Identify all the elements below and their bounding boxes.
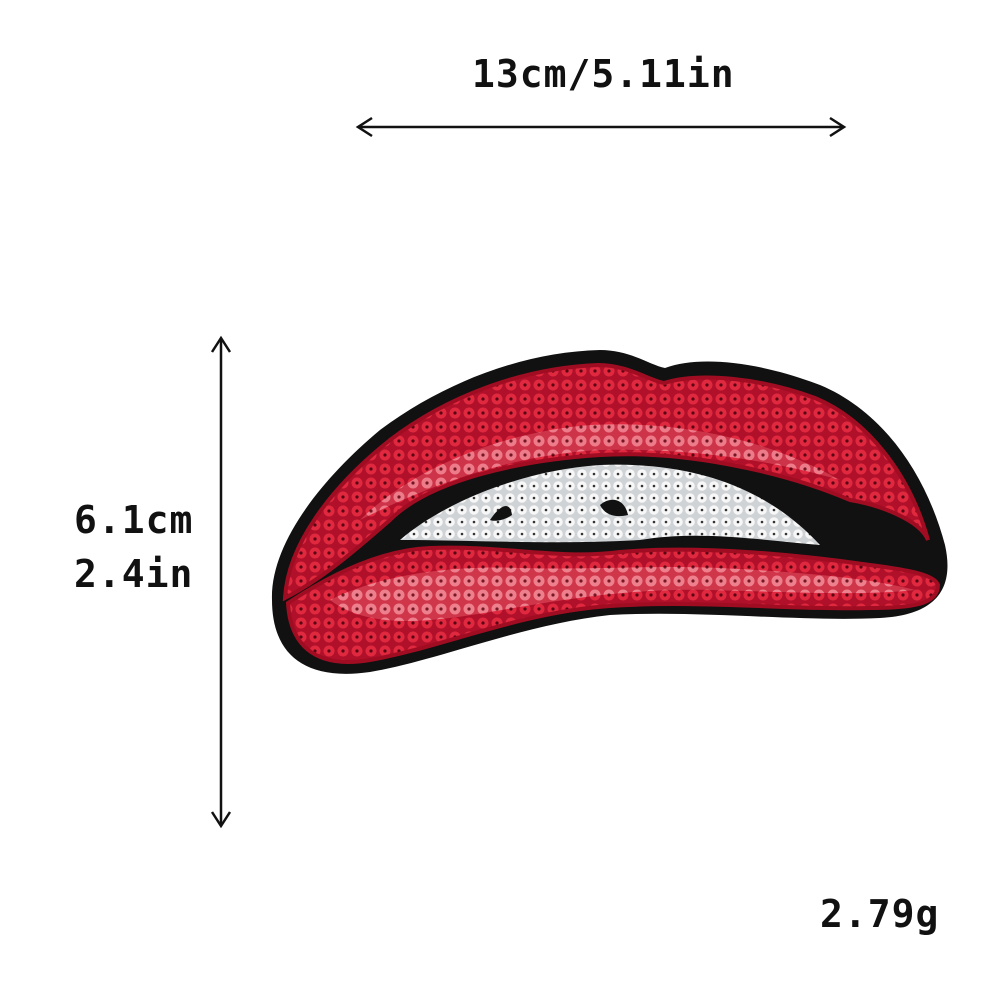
height-cm-label: 6.1cm <box>74 498 194 542</box>
height-arrow <box>210 335 232 829</box>
sequin-lips-patch-icon <box>271 350 948 674</box>
weight-label: 2.79g <box>820 892 940 936</box>
width-dimension-label: 13cm/5.11in <box>472 52 735 96</box>
width-arrow <box>355 116 847 138</box>
height-in-label: 2.4in <box>74 552 194 596</box>
